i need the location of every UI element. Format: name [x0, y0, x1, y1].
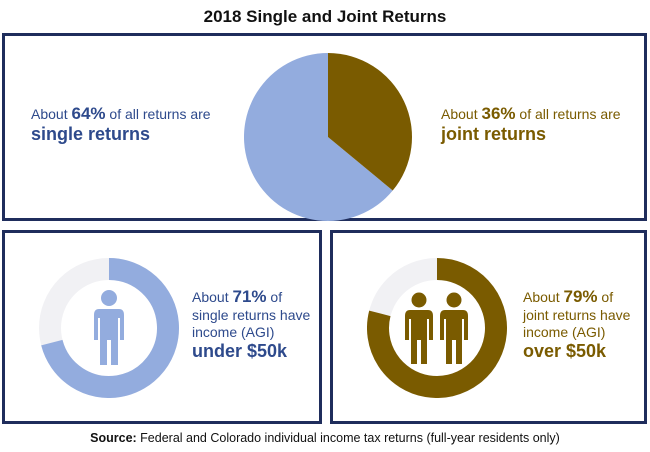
- joint-income-prefix: About: [523, 289, 564, 305]
- joint-income-line3: income (AGI): [523, 324, 606, 341]
- filing-status-pie-chart: [243, 53, 412, 222]
- joint-returns-label: joint returns: [441, 124, 547, 145]
- single-income-line2: single returns have: [192, 307, 311, 324]
- joint-suffix: of all returns are: [515, 106, 621, 122]
- single-suffix: of all returns are: [105, 106, 211, 122]
- joint-income-share-value: 79%: [563, 287, 598, 306]
- single-share-value: 64%: [71, 104, 106, 123]
- joint-income-line2: joint returns have: [523, 307, 631, 324]
- joint-income-donut-chart: [367, 258, 507, 398]
- single-returns-label: single returns: [31, 124, 151, 145]
- pie-slice-single: [243, 53, 393, 222]
- joint-income-caption: About 79% of joint returns have income (…: [523, 287, 630, 363]
- joint-prefix: About: [441, 106, 482, 122]
- two-people-icon: [405, 292, 468, 364]
- single-returns-annotation: About 64% of all returns are single retu…: [31, 104, 211, 146]
- source-text: Federal and Colorado individual income t…: [136, 431, 560, 445]
- joint-donut-arc: [367, 258, 507, 398]
- single-income-donut-chart: [39, 258, 179, 398]
- single-income-panel: About 71% of single returns have income …: [2, 230, 322, 424]
- single-prefix: About: [31, 106, 72, 122]
- single-person-icon: [94, 290, 124, 365]
- returns-by-filing-status-panel: About 64% of all returns are single retu…: [2, 33, 647, 222]
- joint-income-suffix: of: [597, 289, 614, 305]
- source-note: Source: Federal and Colorado individual …: [0, 431, 650, 445]
- chart-title: 2018 Single and Joint Returns: [203, 7, 447, 26]
- single-income-share-value: 71%: [232, 287, 267, 306]
- single-income-threshold-label: under $50k: [192, 340, 288, 361]
- single-income-line3: income (AGI): [192, 324, 275, 341]
- joint-income-threshold-label: over $50k: [523, 340, 607, 361]
- single-donut-arc: [41, 258, 179, 398]
- source-label: Source:: [90, 431, 137, 445]
- single-income-caption: About 71% of single returns have income …: [192, 287, 310, 363]
- joint-income-panel: About 79% of joint returns have income (…: [330, 230, 647, 424]
- single-income-prefix: About: [192, 289, 233, 305]
- joint-returns-annotation: About 36% of all returns are joint retur…: [441, 104, 621, 146]
- single-income-suffix: of: [266, 289, 283, 305]
- pie-slice-joint: [328, 53, 412, 191]
- joint-share-value: 36%: [481, 104, 516, 123]
